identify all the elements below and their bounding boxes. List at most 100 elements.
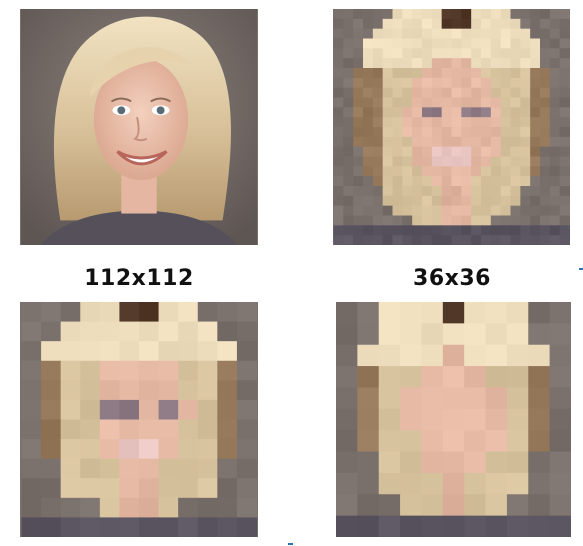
pixel-block bbox=[530, 107, 541, 118]
pixel-block bbox=[471, 107, 482, 118]
pixel-block bbox=[119, 321, 140, 342]
pixel-block bbox=[540, 68, 551, 79]
pixel-block bbox=[99, 497, 121, 519]
pixel-block bbox=[336, 408, 358, 431]
pixel-block bbox=[178, 341, 199, 362]
pixel-block bbox=[392, 77, 403, 89]
pixel-block bbox=[402, 48, 413, 59]
pixel-block bbox=[158, 478, 179, 499]
pixel-block bbox=[471, 117, 482, 128]
pixel-block bbox=[500, 68, 512, 79]
pixel-block bbox=[549, 97, 561, 108]
pixel-block bbox=[412, 156, 423, 167]
pixel-block bbox=[520, 58, 531, 69]
pixel-block bbox=[99, 439, 121, 460]
pixel-block bbox=[540, 215, 551, 226]
pixel-block bbox=[336, 494, 358, 517]
pixel-block bbox=[363, 28, 374, 40]
pixel-block bbox=[490, 176, 502, 187]
pixel-block bbox=[392, 136, 403, 148]
pixel-block bbox=[372, 166, 384, 177]
pixel-block bbox=[372, 186, 384, 197]
pixel-block bbox=[392, 18, 403, 30]
pixel-block bbox=[392, 176, 403, 187]
pixel-block bbox=[520, 156, 531, 167]
pixel-block bbox=[363, 87, 374, 99]
pixel-block bbox=[363, 235, 374, 245]
pixel-block bbox=[80, 380, 101, 401]
pixel-block bbox=[520, 235, 531, 245]
pixel-block bbox=[471, 176, 482, 187]
pixel-block bbox=[530, 48, 541, 59]
pixel-block bbox=[431, 225, 443, 236]
pixel-block bbox=[431, 107, 443, 118]
pixel-block bbox=[80, 497, 101, 519]
pixel-block bbox=[461, 156, 472, 167]
pixel-block bbox=[236, 341, 258, 362]
pixel-block bbox=[333, 166, 344, 177]
pixel-block bbox=[21, 439, 42, 460]
pixel-block bbox=[378, 451, 401, 474]
pixel-block bbox=[392, 48, 403, 59]
pixel-block bbox=[490, 87, 502, 99]
pixel-block bbox=[540, 156, 551, 167]
pixel-block bbox=[441, 9, 453, 20]
pixel-block bbox=[431, 215, 443, 226]
pixel-block bbox=[549, 344, 571, 367]
pixel-block bbox=[421, 515, 444, 537]
pixel-block bbox=[441, 97, 453, 108]
pixel-block bbox=[363, 38, 374, 49]
pixel-block bbox=[412, 127, 423, 138]
pixel-block bbox=[158, 517, 179, 537]
pixel-block bbox=[392, 186, 403, 197]
pixel-block bbox=[372, 77, 384, 89]
pixel-block bbox=[99, 478, 121, 499]
pixel-block bbox=[422, 205, 433, 217]
pixel-block bbox=[333, 18, 344, 30]
pixel-block bbox=[442, 323, 465, 346]
pixel-block bbox=[372, 48, 384, 59]
pixel-block bbox=[441, 146, 453, 158]
pixel-block bbox=[353, 117, 364, 128]
pixel-block bbox=[392, 195, 403, 207]
pixel-block bbox=[510, 87, 521, 99]
pixel-block bbox=[421, 302, 444, 324]
pixel-block bbox=[481, 146, 492, 158]
pixel-block bbox=[431, 205, 443, 217]
pixel-block bbox=[485, 344, 508, 367]
pixel-block bbox=[412, 205, 423, 217]
pixel-block bbox=[372, 18, 384, 30]
pixel-block bbox=[343, 18, 354, 30]
pixel-block bbox=[510, 48, 521, 59]
pixel-block bbox=[471, 127, 482, 138]
pixel-block bbox=[357, 323, 380, 346]
pixel-block bbox=[500, 176, 512, 187]
pixel-block bbox=[333, 107, 344, 118]
pixel-block bbox=[412, 48, 423, 59]
pixel-block bbox=[343, 97, 354, 108]
pixel-block bbox=[490, 235, 502, 245]
pixel-block bbox=[178, 458, 199, 479]
pixel-block bbox=[382, 225, 394, 236]
pixel-block bbox=[422, 176, 433, 187]
pixel-block bbox=[402, 127, 413, 138]
pixel-block bbox=[540, 146, 551, 158]
pixel-block bbox=[402, 97, 413, 108]
pixel-block bbox=[461, 195, 472, 207]
pixel-block bbox=[441, 195, 453, 207]
pixel-block bbox=[422, 166, 433, 177]
pixel-block bbox=[197, 458, 218, 479]
pixel-block bbox=[400, 366, 423, 389]
pixel-block bbox=[402, 166, 413, 177]
pixel-block bbox=[333, 156, 344, 167]
pixel-block bbox=[217, 517, 238, 537]
pixel-block bbox=[139, 478, 160, 499]
pixel-block bbox=[441, 48, 453, 59]
pixel-block bbox=[441, 136, 453, 148]
pixel-block bbox=[363, 117, 374, 128]
pixel-block bbox=[382, 215, 394, 226]
pixel-block bbox=[431, 48, 443, 59]
pixel-block bbox=[520, 97, 531, 108]
pixel-block bbox=[461, 117, 472, 128]
pixel-block bbox=[392, 235, 403, 245]
